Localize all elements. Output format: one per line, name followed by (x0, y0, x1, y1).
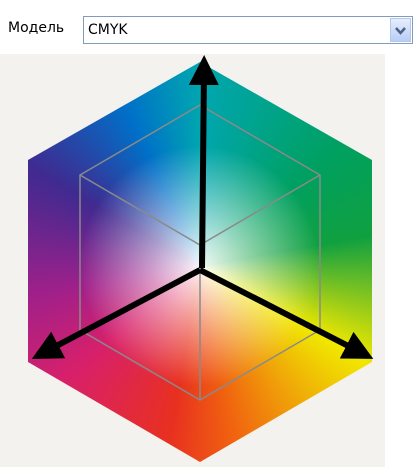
overlay (0, 0, 419, 467)
axis-arrows (45, 70, 360, 352)
screen: Модель CMYK {"form": {"label": "Модель",… (0, 0, 419, 467)
